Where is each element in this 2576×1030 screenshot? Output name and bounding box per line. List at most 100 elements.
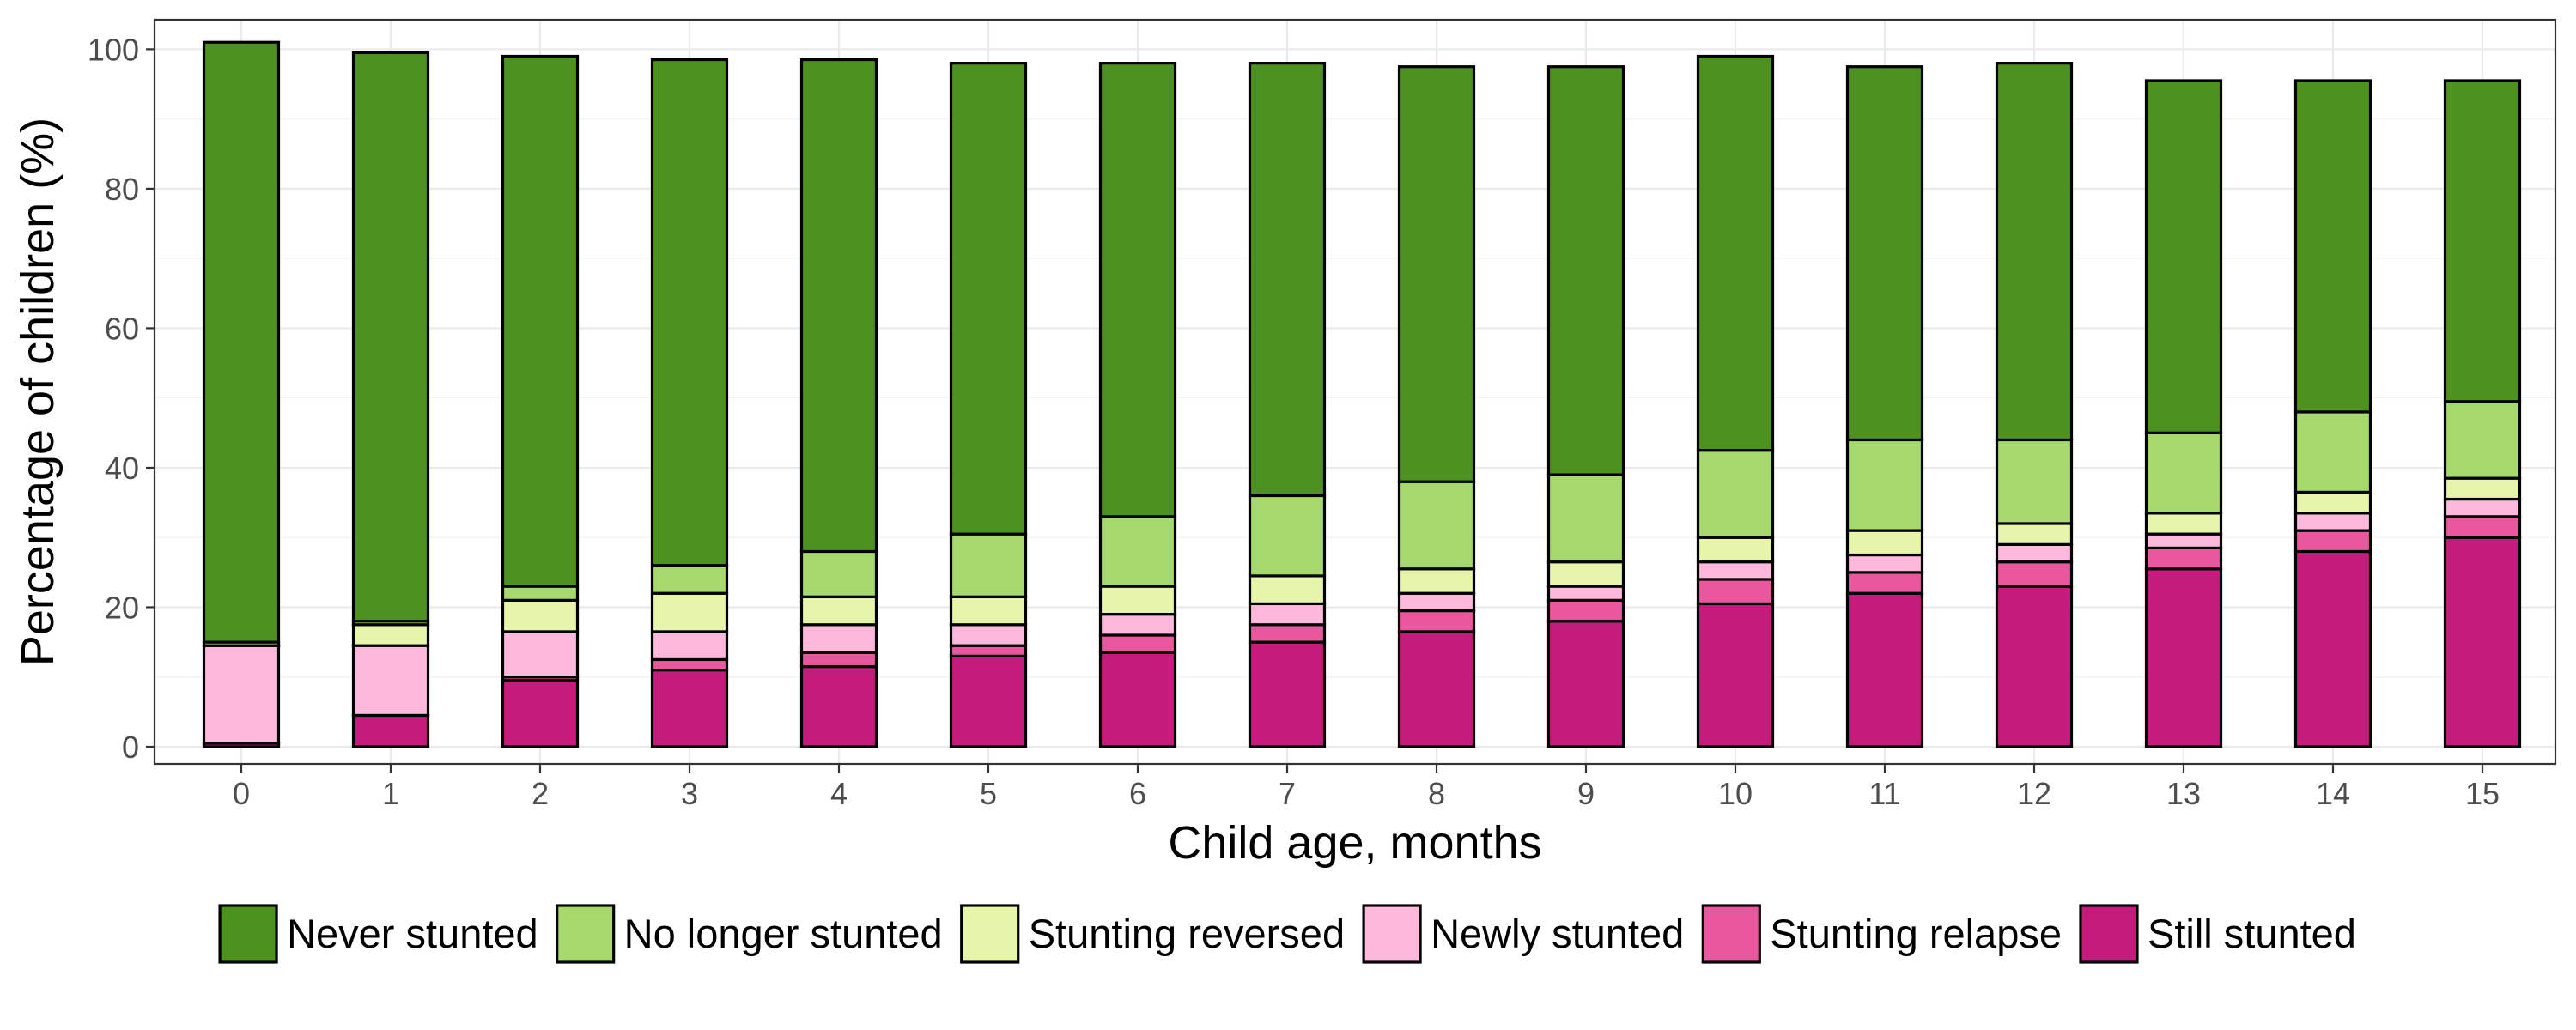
bar-segment-no-longer-stunted (1397, 480, 1476, 571)
bar-segment-newly-stunted (1397, 591, 1476, 613)
bar-segment-stunting-reversed (1248, 574, 1327, 606)
bar-stack-14 (2293, 79, 2372, 748)
bar-segment-stunting-reversed (2144, 512, 2223, 536)
bar-segment-never-stunted (799, 58, 878, 554)
bar-stack-11 (1845, 65, 1924, 748)
bar-segment-stunting-reversed (650, 591, 729, 633)
bar-segment-newly-stunted (650, 630, 729, 662)
bar-segment-no-longer-stunted (650, 564, 729, 595)
legend-key-swatch (556, 904, 616, 964)
bar-segment-still-stunted (1995, 585, 2074, 748)
bar-segment-never-stunted (2144, 79, 2223, 434)
y-tick-label: 20 (105, 590, 139, 625)
bar-segment-stunting-relapse (2293, 529, 2372, 554)
bar-segment-never-stunted (650, 58, 729, 567)
legend-key-swatch (1362, 904, 1422, 964)
bar-segment-stunting-reversed (351, 623, 430, 647)
bar-segment-never-stunted (1397, 65, 1476, 483)
x-tick-label: 6 (1129, 776, 1146, 811)
bar-segment-stunting-relapse (2443, 515, 2522, 539)
legend-label: Still stunted (2148, 911, 2356, 956)
bar-segment-stunting-relapse (1845, 571, 1924, 595)
bar-segment-stunting-relapse (1397, 609, 1476, 633)
bar-segment-still-stunted (1546, 620, 1625, 748)
x-tick-label: 13 (2166, 776, 2201, 811)
bar-stack-13 (2144, 79, 2223, 748)
bar-stack-1 (351, 51, 430, 748)
bar-segment-still-stunted (2443, 536, 2522, 748)
x-axis-title: Child age, months (1168, 817, 1541, 869)
legend-label: Stunting reversed (1029, 911, 1345, 956)
bar-segment-still-stunted (1397, 630, 1476, 748)
legend-item-stunting-relapse: Stunting relapse (1701, 904, 2062, 964)
bar-segment-still-stunted (799, 664, 878, 748)
bar-segment-no-longer-stunted (501, 585, 580, 602)
bar-segment-no-longer-stunted (1845, 438, 1924, 532)
bar-segment-no-longer-stunted (1098, 515, 1177, 588)
bar-stack-3 (650, 58, 729, 748)
bar-segment-never-stunted (1098, 62, 1177, 518)
bar-segment-stunting-reversed (2293, 490, 2372, 515)
bar-segment-never-stunted (351, 51, 430, 623)
bar-segment-no-longer-stunted (2293, 410, 2372, 494)
legend-item-newly-stunted: Newly stunted (1362, 904, 1684, 964)
bar-segment-no-longer-stunted (1248, 494, 1327, 578)
bar-segment-newly-stunted (799, 623, 878, 654)
bar-segment-stunting-relapse (1995, 560, 2074, 588)
bar-segment-never-stunted (1248, 62, 1327, 498)
bar-segment-never-stunted (501, 54, 580, 588)
legend-item-never-stunted: Never stunted (218, 904, 538, 964)
x-tick-label: 3 (681, 776, 698, 811)
bars (202, 40, 2522, 748)
bar-segment-still-stunted (1098, 651, 1177, 748)
bar-segment-no-longer-stunted (2144, 431, 2223, 515)
bar-segment-stunting-relapse (1098, 633, 1177, 654)
bar-stack-15 (2443, 79, 2522, 748)
bar-segment-newly-stunted (1696, 560, 1775, 581)
y-tick-label: 80 (105, 172, 139, 207)
bar-stack-8 (1397, 65, 1476, 748)
legend-item-still-stunted: Still stunted (2079, 904, 2356, 964)
bar-stack-6 (1098, 62, 1177, 748)
legend-key-swatch (960, 904, 1020, 964)
bar-segment-stunting-reversed (1397, 567, 1476, 595)
bar-segment-stunting-relapse (1546, 598, 1625, 623)
bar-segment-never-stunted (2443, 79, 2522, 403)
legend-item-stunting-reversed: Stunting reversed (960, 904, 1345, 964)
bar-segment-stunting-reversed (501, 598, 580, 633)
x-tick-label: 12 (2017, 776, 2051, 811)
legend-label: Stunting relapse (1770, 911, 2062, 956)
bar-stack-4 (799, 58, 878, 748)
legend-key-swatch (218, 904, 278, 964)
bar-segment-never-stunted (1845, 65, 1924, 442)
y-tick-label: 60 (105, 311, 139, 346)
bar-segment-still-stunted (2293, 549, 2372, 748)
legend-key-swatch (2079, 904, 2139, 964)
bar-segment-stunting-reversed (1995, 522, 2074, 546)
bar-stack-2 (501, 54, 580, 748)
x-tick-label: 14 (2316, 776, 2350, 811)
x-tick-label: 10 (1718, 776, 1753, 811)
bar-stack-12 (1995, 62, 2074, 748)
bar-segment-stunting-reversed (949, 595, 1028, 627)
bar-segment-newly-stunted (202, 644, 281, 745)
legend-key-swatch (1701, 904, 1761, 964)
bar-segment-stunting-reversed (1696, 536, 1775, 564)
bar-segment-stunting-reversed (2443, 476, 2522, 501)
bar-segment-no-longer-stunted (1696, 449, 1775, 539)
legend-label: No longer stunted (624, 911, 943, 956)
bar-segment-never-stunted (1995, 62, 2074, 442)
bar-segment-never-stunted (949, 62, 1028, 536)
bar-segment-still-stunted (1696, 602, 1775, 748)
bar-stack-10 (1696, 54, 1775, 748)
bar-segment-newly-stunted (501, 630, 580, 679)
bar-stack-5 (949, 62, 1028, 748)
x-tick-label: 9 (1577, 776, 1595, 811)
bar-segment-never-stunted (1546, 65, 1625, 476)
bar-stack-9 (1546, 65, 1625, 748)
bar-segment-stunting-reversed (1546, 560, 1625, 588)
bar-segment-never-stunted (202, 40, 281, 644)
bar-segment-stunting-relapse (1696, 578, 1775, 606)
